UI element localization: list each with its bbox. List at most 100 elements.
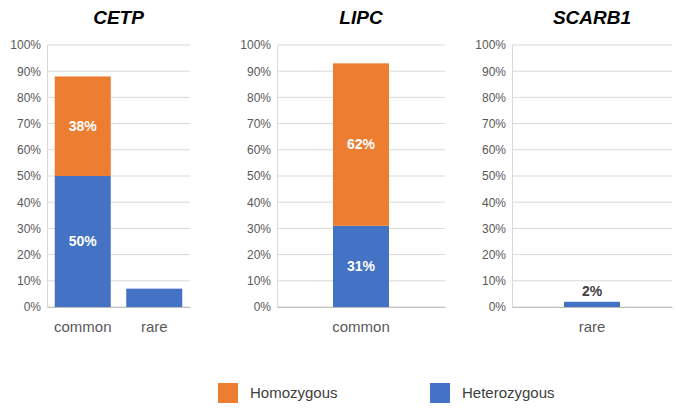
bar: [55, 76, 111, 176]
y-tick: 50%: [482, 169, 512, 183]
grid-line: [512, 97, 672, 98]
y-tick-label: 70%: [482, 117, 506, 131]
y-tick-label: 10%: [247, 274, 271, 288]
grid-line: [47, 71, 190, 72]
y-tick: 100%: [240, 38, 277, 52]
legend-swatch: [218, 383, 238, 403]
bar: [564, 302, 620, 307]
bar: [55, 176, 111, 307]
y-axis-line: [512, 46, 513, 308]
y-tick: 0%: [489, 300, 512, 314]
y-tick-label: 50%: [482, 169, 506, 183]
bars: [564, 302, 620, 307]
y-axis-line: [47, 46, 48, 308]
grid-line: [512, 254, 672, 255]
grid-line: [512, 228, 672, 229]
grid-line: [47, 45, 190, 46]
y-tick: 100%: [10, 38, 47, 52]
legend-swatch: [430, 383, 450, 403]
y-tick-label: 90%: [482, 65, 506, 79]
y-tick-label: 20%: [482, 248, 506, 262]
bars: [333, 63, 389, 307]
x-tick: common: [54, 307, 112, 335]
y-tick: 10%: [482, 274, 512, 288]
y-tick-label: 30%: [17, 222, 41, 236]
y-tick-label: 100%: [10, 38, 41, 52]
y-tick: 80%: [247, 91, 277, 105]
y-tick: 40%: [482, 196, 512, 210]
x-tick-label: rare: [141, 318, 168, 335]
y-tick-label: 40%: [247, 196, 271, 210]
grid-line: [512, 123, 672, 124]
y-tick: 80%: [482, 91, 512, 105]
y-tick: 70%: [482, 117, 512, 131]
y-tick: 70%: [247, 117, 277, 131]
data-labels: 50%38%: [69, 118, 98, 249]
chart-title: LIPC: [339, 7, 383, 28]
y-tick-label: 60%: [247, 143, 271, 157]
legend: Homozygous Heterozygous: [218, 383, 555, 403]
y-tick: 50%: [247, 169, 277, 183]
x-tick-label: common: [54, 318, 112, 335]
y-tick: 90%: [482, 65, 512, 79]
data-labels: 31% 62%: [347, 136, 376, 274]
grid-line: [512, 202, 672, 203]
legend-label: Heterozygous: [462, 384, 555, 401]
y-tick: 60%: [482, 143, 512, 157]
y-tick: 60%: [247, 143, 277, 157]
grid: [512, 45, 672, 307]
y-tick: 0%: [24, 300, 47, 314]
y-tick: 20%: [17, 248, 47, 262]
y-tick: 100%: [475, 38, 512, 52]
x-axis-line: [48, 307, 191, 308]
x-tick-label: rare: [579, 318, 606, 335]
y-tick: 30%: [247, 222, 277, 236]
y-tick: 10%: [17, 274, 47, 288]
x-axis-line: [278, 307, 446, 308]
chart-title: SCARB1: [553, 7, 631, 28]
y-tick: 0%: [254, 300, 277, 314]
y-tick: 40%: [247, 196, 277, 210]
y-tick-label: 0%: [489, 300, 507, 314]
y-tick-label: 30%: [247, 222, 271, 236]
data-labels: 2%: [582, 283, 603, 299]
y-tick-label: 0%: [254, 300, 272, 314]
y-tick-label: 80%: [17, 91, 41, 105]
y-tick-label: 70%: [247, 117, 271, 131]
y-tick-label: 100%: [240, 38, 271, 52]
data-label: 31%: [347, 258, 376, 274]
y-tick: 50%: [17, 169, 47, 183]
grid-line: [277, 45, 445, 46]
chart-title: CETP: [93, 7, 144, 28]
data-label: 62%: [347, 136, 376, 152]
bar: [333, 63, 389, 225]
y-tick-label: 70%: [17, 117, 41, 131]
grid: [277, 45, 445, 307]
bar: [126, 289, 182, 307]
x-axis: rare: [513, 307, 673, 335]
chart-root: 0% 10% 20% 30% 40% 50% 60% 70% 80% 90% 100% common r…: [0, 0, 676, 416]
y-tick: 70%: [17, 117, 47, 131]
y-axis: 0%10%20%30%40%50%60%70%80%90%100%: [10, 38, 47, 314]
y-tick-label: 40%: [482, 196, 506, 210]
y-axis-line: [277, 46, 278, 308]
legend-label: Homozygous: [250, 384, 338, 401]
x-tick: common: [332, 307, 390, 335]
y-tick: 60%: [17, 143, 47, 157]
y-tick-label: 80%: [247, 91, 271, 105]
data-label: 2%: [582, 283, 603, 299]
y-axis: 0%10%20%30%40%50%60%70%80%90%100%: [475, 38, 512, 314]
x-tick-label: common: [332, 318, 390, 335]
y-tick: 30%: [17, 222, 47, 236]
x-axis: common rare: [48, 307, 191, 335]
bars: [55, 76, 183, 307]
y-tick-label: 0%: [24, 300, 42, 314]
y-tick-label: 90%: [247, 65, 271, 79]
y-tick-label: 10%: [17, 274, 41, 288]
grid-line: [512, 71, 672, 72]
panel: 0%10%20%30%40%50%60%70%80%90%100%commonr…: [10, 7, 190, 335]
y-tick: 10%: [247, 274, 277, 288]
y-axis: 0% 10% 20% 30% 40% 50% 60% 70% 80% 90% 100%: [240, 38, 277, 314]
y-tick-label: 20%: [247, 248, 271, 262]
y-tick: 20%: [247, 248, 277, 262]
